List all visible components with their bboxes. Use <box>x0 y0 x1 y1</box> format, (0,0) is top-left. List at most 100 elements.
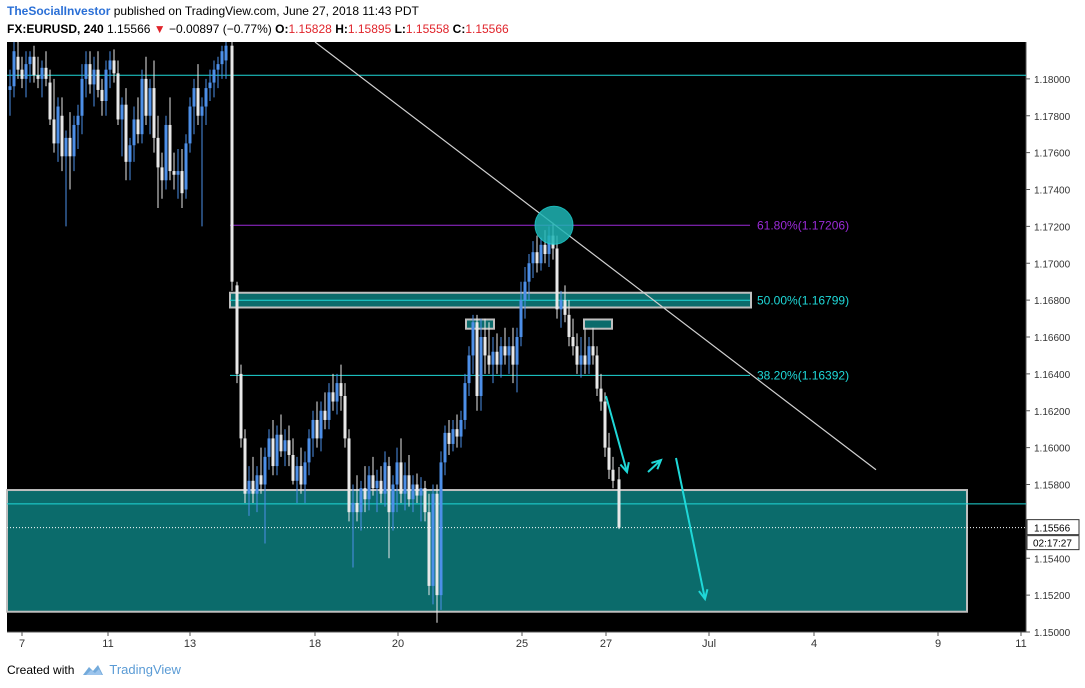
candle <box>275 425 279 476</box>
countdown-tag-label: 02:17:27 <box>1033 539 1072 550</box>
high-value: 1.15895 <box>347 22 392 36</box>
candle <box>243 429 247 503</box>
touch-circle <box>534 205 574 245</box>
x-tick-label: 4 <box>811 638 817 650</box>
candle-body <box>299 466 303 485</box>
candle-body <box>275 434 279 467</box>
candle-body <box>419 488 423 496</box>
fib-label: 61.80%(1.17206) <box>757 218 849 232</box>
candle <box>287 425 291 467</box>
candle <box>375 469 379 513</box>
candle-body <box>259 475 263 485</box>
x-tick-label: 9 <box>935 638 941 650</box>
candle <box>483 318 487 374</box>
candle-body <box>587 346 591 365</box>
candle-body <box>164 124 168 181</box>
candle <box>212 60 216 98</box>
candle-body <box>188 106 192 144</box>
candle-body <box>571 337 575 347</box>
candle-body <box>375 480 379 489</box>
low-label: L: <box>394 22 406 36</box>
candle-body <box>283 440 287 452</box>
candle <box>100 78 104 116</box>
candle-body <box>64 137 68 157</box>
candle <box>487 322 491 374</box>
candle-body <box>487 355 491 365</box>
candle <box>128 137 132 181</box>
candle <box>291 438 295 485</box>
tradingview-logo-icon[interactable] <box>82 663 104 677</box>
candle <box>80 64 84 135</box>
candle <box>579 337 583 378</box>
x-tick-label: 27 <box>600 638 612 650</box>
candle <box>112 49 116 83</box>
candle <box>96 51 100 98</box>
candle-body <box>156 137 160 168</box>
candle <box>120 97 124 157</box>
candle <box>403 462 407 511</box>
candle <box>259 447 263 494</box>
candle <box>116 60 120 125</box>
candle <box>303 451 307 503</box>
last-price: 1.15566 <box>107 22 151 36</box>
arrow-head <box>619 461 630 475</box>
candle <box>156 115 160 208</box>
fib-label: 38.20%(1.16392) <box>757 368 849 382</box>
candle <box>339 364 343 411</box>
candle-body <box>220 51 224 65</box>
candle-body <box>479 337 483 396</box>
candle <box>567 300 571 347</box>
candle-body <box>52 119 56 144</box>
candle-body <box>579 355 583 365</box>
arrow-shaft <box>647 459 662 473</box>
candle <box>132 106 136 162</box>
candle-body <box>327 392 331 420</box>
candle-body <box>96 69 100 90</box>
time-axis[interactable] <box>7 632 1026 650</box>
candle-body <box>483 337 487 356</box>
candle <box>595 346 599 396</box>
candle <box>24 51 28 98</box>
candle-body <box>196 88 200 116</box>
candle <box>52 78 56 153</box>
candle <box>511 327 515 384</box>
arrow-shaft <box>675 457 706 600</box>
arrow-head <box>698 589 709 602</box>
candle-body <box>403 475 407 494</box>
candle-body <box>160 167 164 181</box>
candle-body <box>140 78 144 135</box>
tradingview-brand[interactable]: TradingView <box>109 662 181 677</box>
price-chart[interactable]: 61.80%(1.17206) 50.00%(1.16799) 38.20%(1.1… <box>0 42 1085 656</box>
candle <box>379 466 383 503</box>
candle-body <box>279 434 283 452</box>
candle-body <box>144 78 148 116</box>
candle-body <box>200 106 204 116</box>
candle-body <box>311 419 315 439</box>
candle <box>431 484 435 605</box>
candle-body <box>511 346 515 365</box>
current-price-tag-label: 1.15566 <box>1034 524 1071 535</box>
candle <box>56 97 60 162</box>
candle <box>267 429 271 470</box>
candle <box>196 64 200 125</box>
candle-body <box>543 244 547 255</box>
candle-body <box>239 373 243 439</box>
candle <box>295 456 299 503</box>
candle <box>68 112 72 190</box>
candle <box>371 456 375 496</box>
candle <box>507 337 511 374</box>
candle-body <box>575 346 579 365</box>
candle <box>411 475 415 513</box>
publisher-link[interactable]: TheSocialInvestor <box>7 4 111 18</box>
close-value: 1.15566 <box>465 22 509 36</box>
candle-body <box>60 115 64 157</box>
candle <box>108 51 112 89</box>
candle <box>180 148 184 208</box>
candle <box>599 373 603 411</box>
candle-body <box>499 346 503 365</box>
candle-body <box>451 429 455 444</box>
candle-body <box>331 392 335 402</box>
candle <box>527 254 531 301</box>
candle <box>36 56 40 89</box>
candle <box>583 327 587 374</box>
